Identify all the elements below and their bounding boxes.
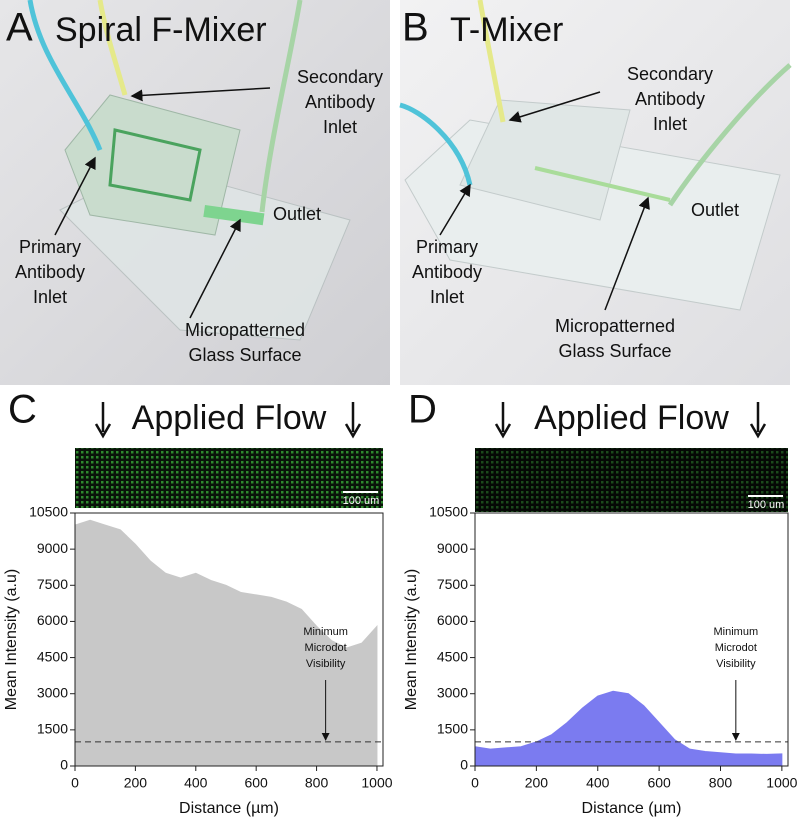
- y-tick-label: 1500: [37, 721, 68, 737]
- annotation: Microdot: [715, 642, 757, 654]
- x-tick-label: 1000: [361, 775, 392, 791]
- photo-b: [399, 0, 792, 385]
- y-tick-label: 7500: [37, 576, 68, 592]
- plot-frame: [474, 512, 789, 767]
- annotation: Outlet: [691, 200, 739, 220]
- annotation: Inlet: [323, 117, 357, 137]
- panel-label: B: [402, 6, 429, 50]
- annotation: Antibody: [305, 92, 375, 112]
- annotation: Antibody: [412, 262, 482, 282]
- annotation: Primary: [416, 237, 478, 257]
- x-axis-label: Distance (µm): [179, 800, 279, 817]
- annotation: Outlet: [273, 204, 321, 224]
- x-tick-label: 800: [305, 775, 329, 791]
- x-tick-label: 200: [525, 775, 549, 791]
- scale-bar-label: 100 um: [343, 495, 380, 507]
- x-axis-label: Distance (µm): [582, 800, 682, 817]
- annotation: Glass Surface: [558, 341, 671, 361]
- y-tick-label: 0: [460, 757, 468, 773]
- y-tick-label: 1500: [437, 721, 468, 737]
- panel-title: T-Mixer: [450, 11, 563, 49]
- y-tick-label: 6000: [37, 612, 68, 628]
- y-tick-label: 0: [60, 757, 68, 773]
- flow-arrow: [749, 402, 767, 439]
- y-tick-label: 4500: [437, 648, 468, 664]
- photo-a: [0, 0, 390, 385]
- scale-bar-label: 100 um: [748, 499, 785, 511]
- y-tick-label: 10500: [429, 504, 468, 520]
- y-tick-label: 3000: [437, 684, 468, 700]
- area: [74, 519, 378, 767]
- annotation: Microdot: [305, 642, 347, 654]
- area: [474, 690, 783, 767]
- x-tick-label: 1000: [766, 775, 797, 791]
- x-tick-label: 800: [709, 775, 733, 791]
- x-tick-label: 400: [184, 775, 208, 791]
- x-tick-label: 200: [124, 775, 148, 791]
- x-tick-label: 0: [71, 775, 79, 791]
- y-tick-label: 7500: [437, 576, 468, 592]
- annotation: Minimum: [303, 626, 348, 638]
- y-tick-label: 10500: [29, 504, 68, 520]
- annotation: Secondary: [627, 64, 713, 84]
- y-axis-label: Mean Intensity (a.u): [3, 569, 20, 710]
- x-tick-label: 0: [471, 775, 479, 791]
- fluorescence-image: [75, 448, 383, 508]
- panel-label: C: [8, 388, 37, 432]
- chart-title: Applied Flow: [132, 399, 327, 437]
- annotation: Secondary: [297, 67, 383, 87]
- panel-label: D: [408, 388, 437, 432]
- annotation: Antibody: [15, 262, 85, 282]
- flow-arrow: [94, 402, 112, 439]
- annotation: Visibility: [716, 658, 756, 670]
- y-tick-label: 9000: [37, 540, 68, 556]
- x-tick-label: 400: [586, 775, 610, 791]
- annotation: Visibility: [306, 658, 346, 670]
- y-axis-label: Mean Intensity (a.u): [403, 569, 420, 710]
- y-tick-label: 6000: [437, 612, 468, 628]
- annotation: Primary: [19, 237, 81, 257]
- annotation: Inlet: [653, 114, 687, 134]
- annotation: Antibody: [635, 89, 705, 109]
- x-tick-label: 600: [244, 775, 268, 791]
- y-tick-label: 9000: [437, 540, 468, 556]
- y-tick-label: 3000: [37, 684, 68, 700]
- annotation: Micropatterned: [185, 320, 305, 340]
- annotation: Micropatterned: [555, 316, 675, 336]
- panel-label: A: [6, 6, 33, 50]
- flow-arrow: [344, 402, 362, 439]
- annotation: Inlet: [33, 287, 67, 307]
- fluorescence-image: [475, 448, 788, 512]
- annotation: Minimum: [714, 626, 759, 638]
- annotation: Glass Surface: [188, 345, 301, 365]
- flow-arrow: [494, 402, 512, 439]
- chart-title: Applied Flow: [534, 399, 729, 437]
- panel-title: Spiral F-Mixer: [55, 11, 267, 49]
- y-tick-label: 4500: [37, 648, 68, 664]
- x-tick-label: 600: [647, 775, 671, 791]
- plot-frame: [74, 512, 384, 767]
- annotation: Inlet: [430, 287, 464, 307]
